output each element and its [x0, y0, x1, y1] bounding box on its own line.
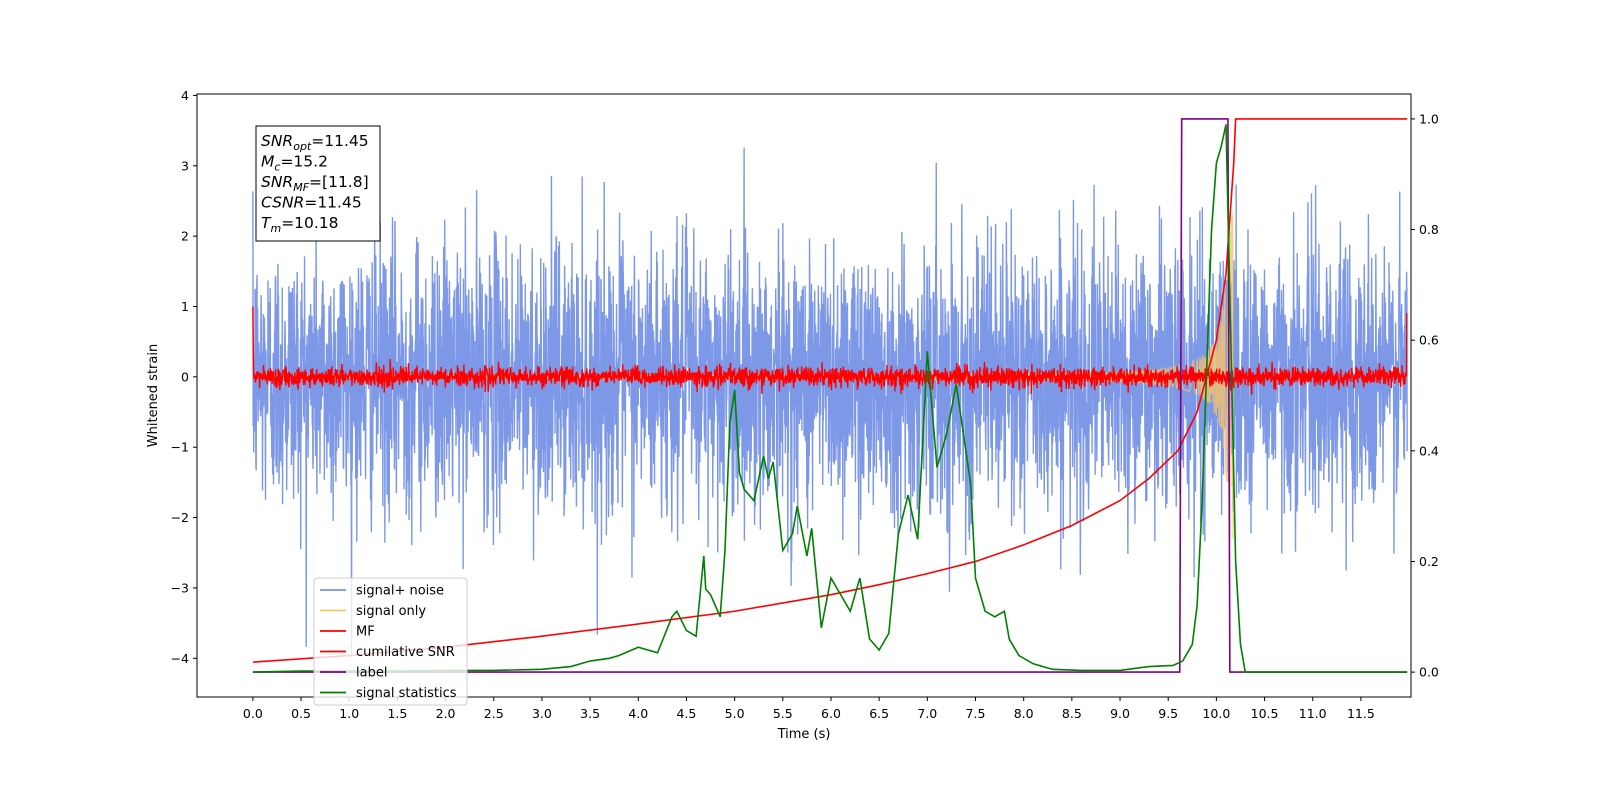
x-tick-label: 1.5	[387, 706, 407, 721]
y-tick-label: −1	[171, 440, 189, 455]
info-value: =[11.8]	[309, 173, 369, 191]
info-subscript: MF	[293, 181, 309, 194]
x-tick-label: 9.5	[1158, 706, 1178, 721]
x-tick-label: 2.0	[436, 706, 456, 721]
plot-frame	[196, 93, 1412, 698]
x-tick-label: 10.0	[1202, 706, 1230, 721]
y2-tick-label: 0.8	[1419, 222, 1439, 237]
y-axis-label: Whitened strain	[146, 344, 161, 447]
x-tick-label: 0.0	[243, 706, 263, 721]
legend-entry: label	[356, 666, 387, 681]
y-axis-right: 0.0 0.2 0.4 0.6 0.8 1.0	[1411, 111, 1439, 680]
cumulative-snr-line	[252, 118, 1408, 663]
x-tick-label: 11.0	[1299, 706, 1327, 721]
y-tick-label: −4	[171, 651, 189, 666]
legend-entry: signal+ noise	[356, 584, 444, 599]
info-subscript: opt	[293, 140, 312, 153]
legend-entry: cumilative SNR	[356, 645, 455, 660]
x-axis-label: Time (s)	[777, 727, 831, 742]
x-tick-label: 8.5	[1062, 706, 1082, 721]
y-axis-left: −4 −3 −2 −1 0 1 2 3 4	[171, 88, 197, 666]
x-axis: 0.0 0.5 1.0 1.5 2.0 2.5 3.0 3.5 4.0 4.5 5.0 5.5 6.0 6…	[243, 697, 1375, 721]
y-tick-label: −3	[171, 580, 189, 595]
info-row: Mc=15.2	[261, 153, 328, 174]
info-subscript: m	[270, 222, 281, 235]
info-subscript: c	[274, 161, 280, 174]
legend-entry: signal statistics	[356, 686, 457, 701]
x-tick-label: 9.0	[1110, 706, 1130, 721]
mf-line	[252, 306, 1408, 395]
x-tick-label: 1.0	[339, 706, 359, 721]
info-symbol: SNR	[261, 132, 293, 150]
x-tick-label: 2.5	[484, 706, 504, 721]
y2-tick-label: 0.6	[1419, 333, 1439, 348]
info-row: SNRopt=11.45	[261, 132, 369, 153]
legend-entry: signal only	[356, 604, 426, 619]
y2-tick-label: 0.0	[1419, 665, 1439, 680]
legend-entry: MF	[356, 625, 375, 640]
x-tick-label: 5.5	[773, 706, 793, 721]
signal-statistics-line	[252, 124, 1408, 673]
info-row: SNRMF=[11.8]	[261, 173, 369, 194]
info-symbol: M	[261, 153, 274, 171]
x-tick-label: 3.5	[580, 706, 600, 721]
x-tick-label: 10.5	[1251, 706, 1279, 721]
x-tick-label: 6.5	[869, 706, 889, 721]
y2-tick-label: 1.0	[1419, 111, 1439, 126]
y-tick-label: 4	[181, 88, 189, 103]
y2-tick-label: 0.4	[1419, 443, 1439, 458]
info-row: CSNR=11.45	[261, 194, 362, 212]
info-box-frame	[255, 125, 381, 242]
info-symbol: T	[261, 214, 272, 232]
mf-series	[252, 306, 1408, 395]
x-tick-label: 0.5	[291, 706, 311, 721]
y2-tick-label: 0.2	[1419, 554, 1439, 569]
info-value: =10.18	[281, 214, 338, 232]
x-tick-label: 8.0	[1014, 706, 1034, 721]
y-tick-label: 1	[181, 299, 189, 314]
y-tick-label: −2	[171, 510, 189, 525]
y-tick-label: 2	[181, 229, 189, 244]
info-symbol: SNR	[261, 173, 293, 191]
x-tick-label: 4.5	[677, 706, 697, 721]
x-tick-label: 7.5	[966, 706, 986, 721]
x-tick-label: 3.0	[532, 706, 552, 721]
info-row: Tm=10.18	[261, 214, 339, 235]
y-tick-label: 0	[181, 369, 189, 384]
x-tick-label: 5.0	[725, 706, 745, 721]
info-symbol: CSNR	[261, 194, 304, 212]
legend: signal+ noise signal only MF cumilative SNR…	[313, 577, 468, 706]
legend-frame	[313, 577, 468, 706]
x-tick-label: 11.5	[1347, 706, 1375, 721]
info-value: =11.45	[304, 194, 361, 212]
x-tick-label: 7.0	[917, 706, 937, 721]
x-tick-label: 4.0	[628, 706, 648, 721]
signal-statistics-series	[252, 124, 1408, 673]
info-value: =15.2	[280, 153, 328, 171]
y-tick-label: 3	[181, 158, 189, 173]
info-value: =11.45	[311, 132, 368, 150]
info-box: SNRopt=11.45Mc=15.2SNRMF=[11.8]CSNR=11.4…	[255, 125, 381, 242]
x-tick-label: 6.0	[821, 706, 841, 721]
cumulative-snr-series	[252, 118, 1408, 663]
